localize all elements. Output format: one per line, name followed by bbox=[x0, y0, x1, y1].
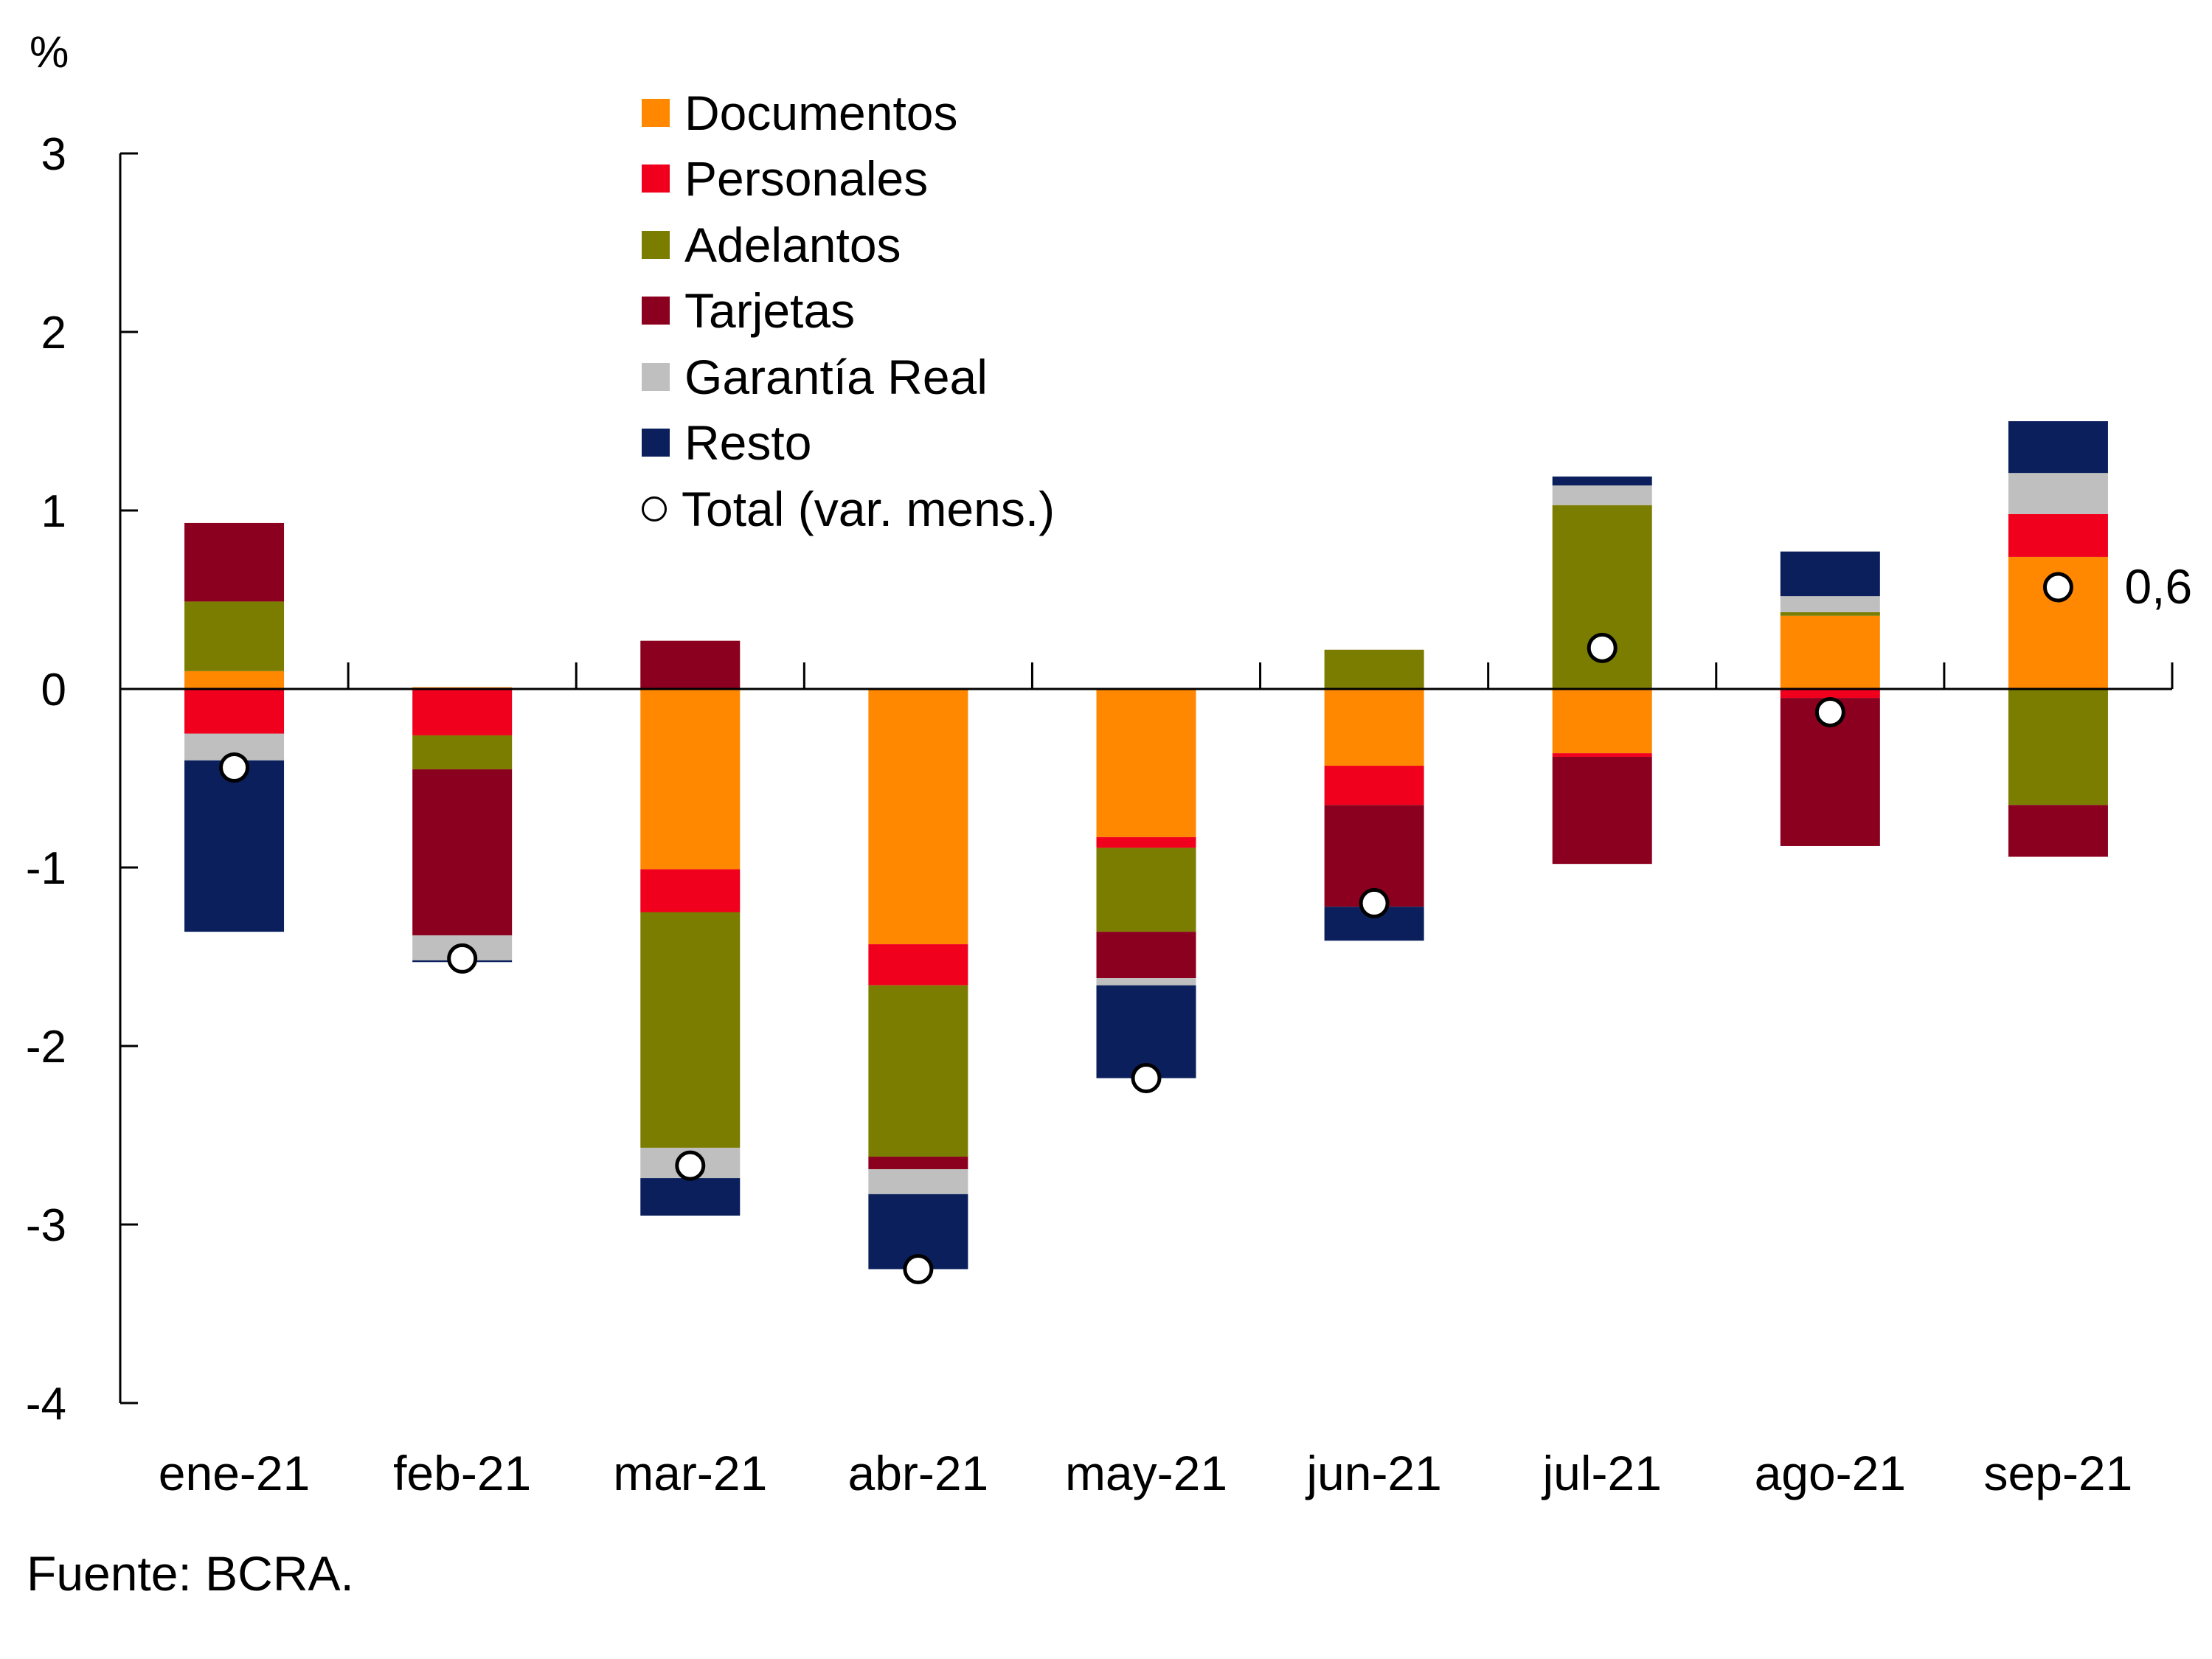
bar-segment-tarjetas-may-21 bbox=[1096, 932, 1196, 979]
open-circle-marker-icon bbox=[642, 496, 667, 522]
bar-segment-resto-ene-21 bbox=[184, 760, 285, 932]
y-tick-label: -3 bbox=[26, 1200, 66, 1251]
legend-item-tarjetas: Tarjetas bbox=[642, 278, 1055, 344]
bar-segment-documentos-mar-21 bbox=[640, 689, 741, 870]
bar-segment-resto-jul-21 bbox=[1552, 477, 1652, 486]
legend-label: Tarjetas bbox=[684, 283, 856, 339]
bar-segment-garant-a-real-jul-21 bbox=[1552, 485, 1652, 505]
x-tick-label: sep-21 bbox=[1984, 1446, 2133, 1500]
total-markers-layer bbox=[219, 572, 2073, 1284]
bar-segment-tarjetas-abr-21 bbox=[868, 1157, 968, 1169]
bar-segment-resto-mar-21 bbox=[640, 1178, 741, 1216]
legend-item-total: Total (var. mens.) bbox=[642, 476, 1055, 542]
bar-segment-personales-ago-21 bbox=[1780, 689, 1880, 699]
legend-label: Documentos bbox=[684, 85, 958, 140]
bar-segment-adelantos-may-21 bbox=[1096, 848, 1196, 932]
bar-segment-garant-a-real-may-21 bbox=[1096, 978, 1196, 986]
total-marker-mar-21 bbox=[675, 1150, 706, 1181]
y-tick-label: -4 bbox=[26, 1379, 66, 1430]
bar-segment-tarjetas-ene-21 bbox=[184, 522, 285, 602]
axes-layer bbox=[119, 152, 2174, 1405]
bar-segment-resto-ago-21 bbox=[1780, 551, 1880, 597]
total-marker-jun-21 bbox=[1359, 887, 1390, 918]
y-axis-unit-label: % bbox=[30, 27, 69, 77]
bar-segment-personales-sep-21 bbox=[2008, 513, 2108, 557]
legend-label: Total (var. mens.) bbox=[682, 481, 1055, 536]
total-marker-jul-21 bbox=[1587, 632, 1618, 663]
x-tick-label: jul-21 bbox=[1542, 1446, 1662, 1500]
bar-segment-adelantos-mar-21 bbox=[640, 912, 741, 1148]
bar-segment-personales-feb-21 bbox=[412, 689, 513, 735]
y-tick-label: 1 bbox=[41, 486, 66, 537]
bar-segment-documentos-jun-21 bbox=[1324, 689, 1424, 766]
legend-label: Adelantos bbox=[684, 217, 901, 272]
total-marker-feb-21 bbox=[447, 943, 478, 974]
total-marker-sep-21 bbox=[2042, 572, 2073, 603]
legend-label: Garantía Real bbox=[684, 349, 988, 404]
x-tick-label: may-21 bbox=[1065, 1446, 1227, 1500]
bar-segment-tarjetas-feb-21 bbox=[412, 769, 513, 935]
legend-item-garantia-real: Garantía Real bbox=[642, 344, 1055, 410]
bar-segment-tarjetas-sep-21 bbox=[2008, 805, 2108, 857]
total-marker-abr-21 bbox=[903, 1254, 934, 1284]
legend-item-documentos: Documentos bbox=[642, 80, 1055, 146]
x-tick-label: ago-21 bbox=[1755, 1446, 1907, 1500]
bar-segment-personales-abr-21 bbox=[868, 944, 968, 986]
legend-item-resto: Resto bbox=[642, 410, 1055, 477]
bar-segment-documentos-ene-21 bbox=[184, 671, 285, 689]
legend-label: Resto bbox=[684, 415, 812, 471]
bar-segment-personales-ene-21 bbox=[184, 689, 285, 734]
y-tick-label: -1 bbox=[26, 843, 66, 894]
total-marker-ago-21 bbox=[1814, 696, 1845, 727]
total-marker-may-21 bbox=[1131, 1063, 1162, 1094]
bar-segment-documentos-abr-21 bbox=[868, 689, 968, 945]
legend-swatch-garantia-real bbox=[642, 362, 670, 391]
bar-segment-tarjetas-jul-21 bbox=[1552, 756, 1652, 865]
bar-segment-garant-a-real-sep-21 bbox=[2008, 473, 2108, 514]
legend-swatch-personales bbox=[642, 164, 670, 193]
x-tick-label: abr-21 bbox=[847, 1446, 988, 1500]
bar-segment-adelantos-ago-21 bbox=[1780, 612, 1880, 616]
bar-segment-resto-sep-21 bbox=[2008, 421, 2108, 474]
data-label-total-sep-21: 0,6 bbox=[2124, 559, 2192, 614]
legend-label: Personales bbox=[684, 151, 929, 207]
legend-item-adelantos: Adelantos bbox=[642, 212, 1055, 278]
legend-swatch-resto bbox=[642, 429, 670, 457]
bar-segment-adelantos-ene-21 bbox=[184, 601, 285, 671]
labels-layer: 3 2 1 0 -1 -2 -3 -4 ene-21 feb-21 mar-21 abr-21 may-… bbox=[26, 129, 2192, 1500]
bar-segment-adelantos-abr-21 bbox=[868, 985, 968, 1157]
bar-segment-personales-mar-21 bbox=[640, 869, 741, 912]
x-tick-label: mar-21 bbox=[613, 1446, 767, 1500]
y-tick-label: 0 bbox=[41, 665, 66, 716]
legend-swatch-tarjetas bbox=[642, 297, 670, 325]
bar-segment-adelantos-jun-21 bbox=[1324, 649, 1424, 689]
legend-item-personales: Personales bbox=[642, 146, 1055, 212]
total-marker-ene-21 bbox=[219, 752, 250, 783]
legend-swatch-documentos bbox=[642, 98, 670, 127]
bar-segment-personales-jul-21 bbox=[1552, 753, 1652, 757]
y-tick-label: 3 bbox=[41, 129, 66, 180]
legend: Documentos Personales Adelantos Tarjetas… bbox=[642, 80, 1055, 542]
bar-segment-garant-a-real-abr-21 bbox=[868, 1168, 968, 1194]
bars-layer bbox=[184, 421, 2108, 1270]
source-note: Fuente: BCRA. bbox=[27, 1546, 354, 1601]
bar-segment-documentos-ago-21 bbox=[1780, 615, 1880, 689]
y-tick-label: 2 bbox=[41, 308, 66, 359]
bar-segment-adelantos-sep-21 bbox=[2008, 689, 2108, 806]
legend-swatch-adelantos bbox=[642, 230, 670, 259]
bar-segment-personales-jun-21 bbox=[1324, 766, 1424, 806]
bar-segment-tarjetas-mar-21 bbox=[640, 640, 741, 689]
x-tick-label: ene-21 bbox=[159, 1446, 311, 1500]
bar-segment-personales-may-21 bbox=[1096, 837, 1196, 848]
y-tick-label: -2 bbox=[26, 1022, 66, 1073]
bar-segment-documentos-jul-21 bbox=[1552, 689, 1652, 754]
bar-segment-adelantos-feb-21 bbox=[412, 735, 513, 769]
bar-segment-garant-a-real-ago-21 bbox=[1780, 596, 1880, 612]
x-tick-label: feb-21 bbox=[393, 1446, 531, 1500]
x-tick-label: jun-21 bbox=[1305, 1446, 1441, 1500]
bar-segment-resto-may-21 bbox=[1096, 985, 1196, 1078]
bar-segment-documentos-may-21 bbox=[1096, 689, 1196, 837]
